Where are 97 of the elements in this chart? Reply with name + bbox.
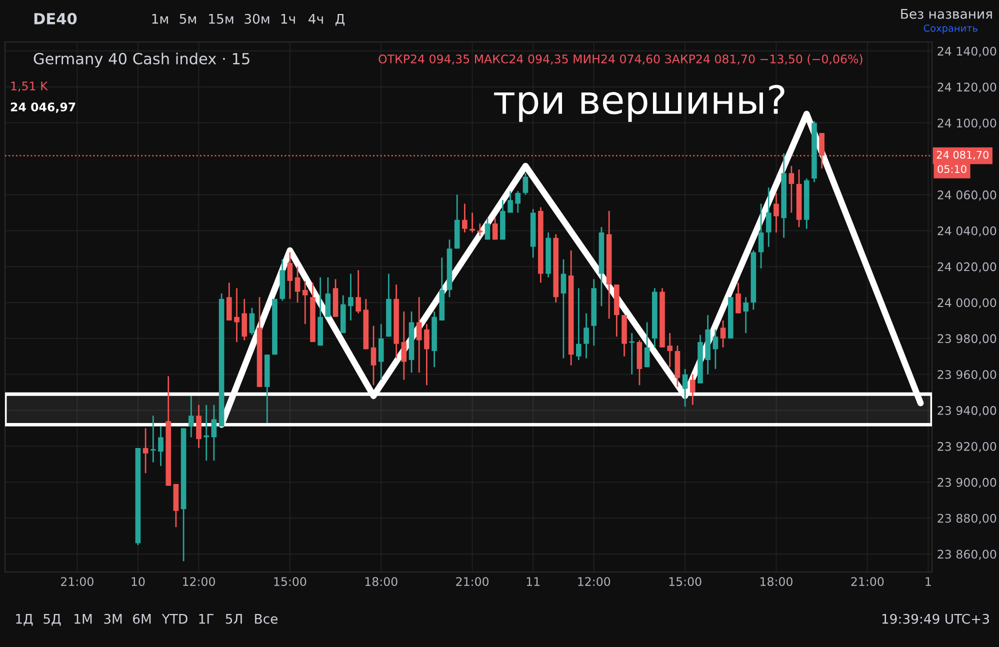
candlestick (287, 252, 293, 300)
text: 5Л (226, 614, 242, 624)
candlestick (302, 280, 308, 325)
text: Germany 40 Cash index · 15 (34, 52, 250, 68)
candlestick (492, 217, 498, 240)
x-tick-label: 12:00 (183, 577, 215, 586)
candlestick (736, 282, 741, 314)
y-tick-label: 24 100,00 (938, 118, 996, 129)
y-tick-label: 23 880,00 (938, 514, 996, 524)
text: ОТКР24 094,35 МАКС24 094,35 МИН24 074,60 ЗАКР24 081,70 −13,50 (−0,06%) (378, 54, 862, 65)
text: 5Д (44, 614, 61, 626)
candlestick (682, 368, 688, 408)
candlestick (294, 266, 300, 304)
y-tick-label: 23 980,00 (938, 334, 996, 344)
text: 1ч (281, 14, 295, 24)
candlestick (356, 269, 361, 314)
candlestick (712, 328, 718, 370)
candlestick (234, 287, 240, 343)
candlestick (204, 404, 210, 462)
text: 19:39:49 UTC+3 (882, 614, 989, 624)
candlestick (401, 310, 407, 380)
text: 6М (133, 614, 151, 624)
text: YTD (162, 614, 188, 624)
candlestick (766, 186, 772, 248)
candlestick (249, 307, 255, 336)
y-tick-label: 24 000,00 (938, 298, 996, 308)
candlestick (720, 320, 726, 348)
candlestick (142, 428, 148, 474)
candlestick (378, 323, 384, 380)
y-tick-label: 23 920,00 (938, 442, 996, 452)
candlestick (325, 276, 331, 318)
y-tick-label: 24 040,00 (938, 226, 996, 236)
y-tick-label: 23 960,00 (938, 370, 996, 380)
x-tick-label: 21:00 (851, 577, 884, 586)
candlestick (484, 217, 490, 240)
text: 15м (209, 14, 234, 24)
candlestick (196, 404, 202, 449)
candlestick (158, 426, 164, 467)
y-tick-label: 23 900,00 (938, 478, 996, 488)
candlestick (667, 332, 673, 368)
candlestick (508, 190, 513, 214)
text: Сохранить (924, 24, 978, 34)
text: DE40 (34, 12, 77, 24)
x-tick-label: 15:00 (669, 577, 702, 586)
text: 1Д (16, 614, 33, 626)
candlestick (743, 296, 748, 334)
candlestick (644, 322, 650, 368)
y-tick-label: 24 020,00 (938, 262, 996, 272)
candlestick (560, 258, 566, 359)
annotation: 24 046,97 (10, 102, 76, 113)
candlestick (416, 296, 422, 374)
x-tick-label: 18:00 (365, 577, 398, 586)
y-tick-label: 24 060,00 (938, 190, 996, 201)
candlestick (758, 203, 764, 270)
text: Все (255, 614, 278, 624)
x-tick-label: 1 (926, 577, 931, 586)
candlestick (211, 404, 217, 462)
text: 3М (104, 614, 122, 624)
candlestick (774, 192, 779, 234)
candlestick (788, 165, 794, 214)
text: 4ч (308, 14, 323, 24)
annotation: три вершины? (494, 84, 784, 122)
candlestick (462, 203, 468, 234)
x-tick-label: 21:00 (456, 577, 489, 586)
text: 05:10 (938, 165, 966, 174)
x-tick-label: 10 (132, 577, 145, 586)
text: 30м (244, 14, 270, 24)
y-tick-label: 23 940,00 (938, 406, 996, 416)
candlestick (370, 325, 376, 386)
candlestick (522, 172, 528, 196)
x-tick-label: 21:00 (61, 577, 94, 586)
text: 1Г (199, 614, 214, 624)
candlestick (477, 222, 483, 237)
x-tick-label: 18:00 (760, 577, 792, 586)
text: Без названия (901, 9, 992, 19)
y-tick-label: 24 120,00 (938, 82, 996, 93)
text: Д (335, 14, 345, 26)
candlestick (576, 287, 582, 361)
candlestick (226, 282, 232, 322)
candlestick (424, 323, 430, 386)
candlestick (690, 374, 696, 406)
candlestick (188, 395, 194, 438)
text: 1м (152, 14, 168, 24)
candlestick (348, 273, 354, 322)
candlestick (150, 415, 157, 464)
x-tick-label: 11 (526, 577, 540, 586)
candlestick (584, 312, 589, 359)
x-tick-label: 12:00 (578, 577, 610, 586)
x-tick-label: 15:00 (274, 577, 306, 586)
candlestick (242, 298, 248, 341)
text: 5м (180, 14, 196, 24)
y-tick-label: 24 140,00 (938, 46, 996, 57)
ref-line-label: 24 081,70 (936, 150, 988, 160)
y-tick-label: 23 860,00 (938, 550, 996, 560)
candlestick (515, 190, 521, 214)
text: 1М (74, 614, 92, 624)
annotation: 1,51 K (11, 82, 48, 92)
